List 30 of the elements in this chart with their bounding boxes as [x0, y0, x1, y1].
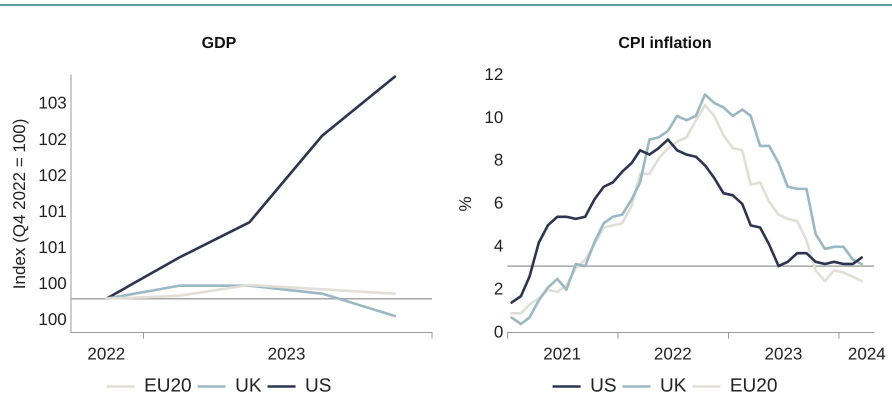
y-tick-label: 100 [38, 310, 67, 330]
legend-label: UK [660, 376, 687, 397]
y-tick-label: 6 [494, 194, 504, 213]
y-axis-title: Index (Q4 2022 = 100) [10, 118, 29, 290]
x-tick-label: 2022 [87, 344, 126, 364]
legend-label: UK [235, 376, 262, 397]
x-tick-label: 2022 [654, 344, 692, 364]
x-tick-label: 2024 [848, 344, 886, 364]
legend-label: US [590, 376, 616, 397]
x-tick-label: 2021 [543, 344, 582, 364]
legend-label: EU20 [730, 376, 778, 397]
y-tick-label: 102 [38, 130, 67, 149]
y-tick-label: 0 [494, 322, 504, 342]
legend-label: US [305, 376, 332, 397]
y-tick-label: 101 [38, 202, 67, 221]
y-tick-label: 2 [494, 279, 504, 298]
chart-title: CPI inflation [618, 35, 712, 52]
y-tick-label: 8 [494, 150, 504, 170]
y-tick-label: 12 [484, 64, 504, 84]
y-tick-label: 4 [494, 236, 504, 256]
y-tick-label: 10 [484, 108, 504, 127]
y-axis-title: % [456, 196, 475, 212]
y-tick-label: 103 [38, 94, 67, 113]
chart-title: GDP [202, 35, 237, 52]
legend-label: EU20 [144, 376, 192, 397]
x-tick-label: 2023 [268, 344, 306, 364]
y-tick-label: 100 [38, 274, 67, 293]
y-tick-label: 101 [38, 238, 67, 257]
x-tick-label: 2023 [764, 344, 802, 364]
y-tick-label: 102 [38, 166, 67, 185]
